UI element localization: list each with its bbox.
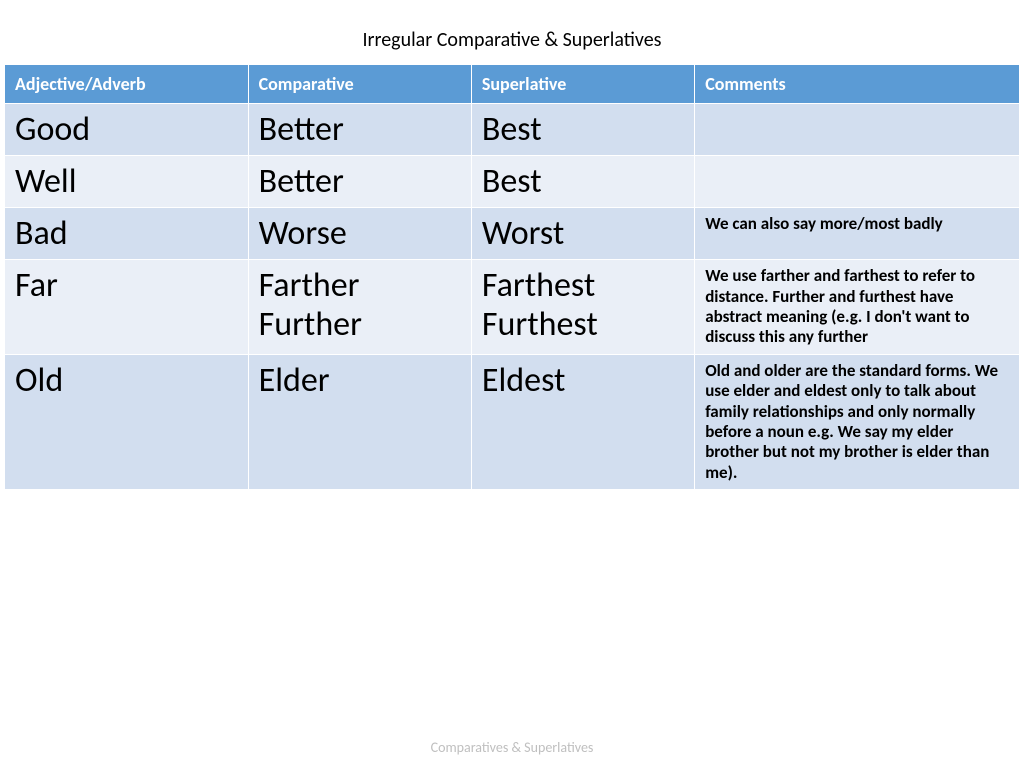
table-row: Well Better Best	[5, 156, 1020, 208]
cell-comparative: Worse	[248, 208, 471, 260]
cell-superlative: Eldest	[471, 354, 694, 489]
cell-superlative: Best	[471, 104, 694, 156]
cell-superlative: Farthest Furthest	[471, 260, 694, 355]
table-row: Far Farther Further Farthest Furthest We…	[5, 260, 1020, 355]
cell-comparative: Better	[248, 156, 471, 208]
table-row: Good Better Best	[5, 104, 1020, 156]
cell-comparative: Elder	[248, 354, 471, 489]
header-superlative: Superlative	[471, 65, 694, 104]
cell-comment: Old and older are the standard forms. We…	[695, 354, 1020, 489]
header-adjective: Adjective/Adverb	[5, 65, 249, 104]
cell-comment	[695, 104, 1020, 156]
cell-superlative: Best	[471, 156, 694, 208]
cell-comment	[695, 156, 1020, 208]
cell-adjective: Old	[5, 354, 249, 489]
grammar-table: Adjective/Adverb Comparative Superlative…	[4, 64, 1020, 490]
cell-superlative: Worst	[471, 208, 694, 260]
table-row: Old Elder Eldest Old and older are the s…	[5, 354, 1020, 489]
cell-comparative: Better	[248, 104, 471, 156]
cell-comment: We use farther and farthest to refer to …	[695, 260, 1020, 355]
header-comments: Comments	[695, 65, 1020, 104]
page-title: Irregular Comparative & Superlatives	[0, 0, 1024, 64]
cell-adjective: Well	[5, 156, 249, 208]
cell-comparative: Farther Further	[248, 260, 471, 355]
cell-adjective: Far	[5, 260, 249, 355]
table-header-row: Adjective/Adverb Comparative Superlative…	[5, 65, 1020, 104]
footer-label: Comparatives & Superlatives	[0, 739, 1024, 756]
table-row: Bad Worse Worst We can also say more/mos…	[5, 208, 1020, 260]
header-comparative: Comparative	[248, 65, 471, 104]
cell-comment: We can also say more/most badly	[695, 208, 1020, 260]
cell-adjective: Bad	[5, 208, 249, 260]
cell-adjective: Good	[5, 104, 249, 156]
